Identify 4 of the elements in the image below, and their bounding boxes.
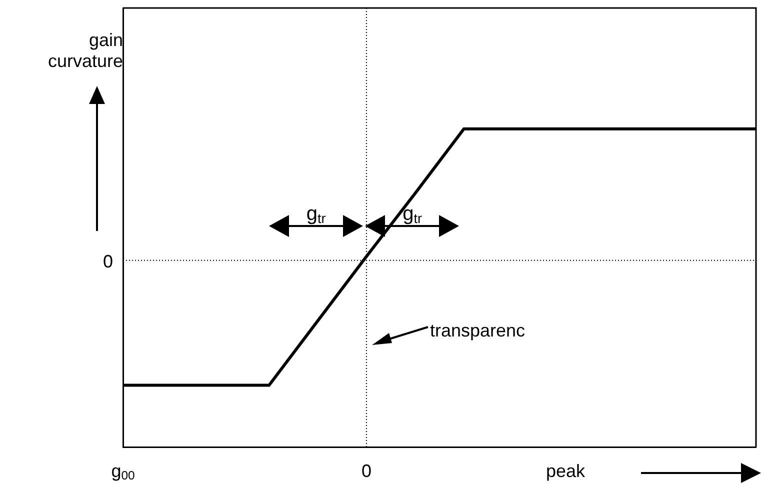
y-axis-title: gain curvature bbox=[46, 30, 123, 72]
ref-line-label: 0 bbox=[102, 251, 114, 272]
x-axis-title: peak bbox=[546, 461, 586, 482]
annotation: transparenc bbox=[430, 320, 526, 341]
